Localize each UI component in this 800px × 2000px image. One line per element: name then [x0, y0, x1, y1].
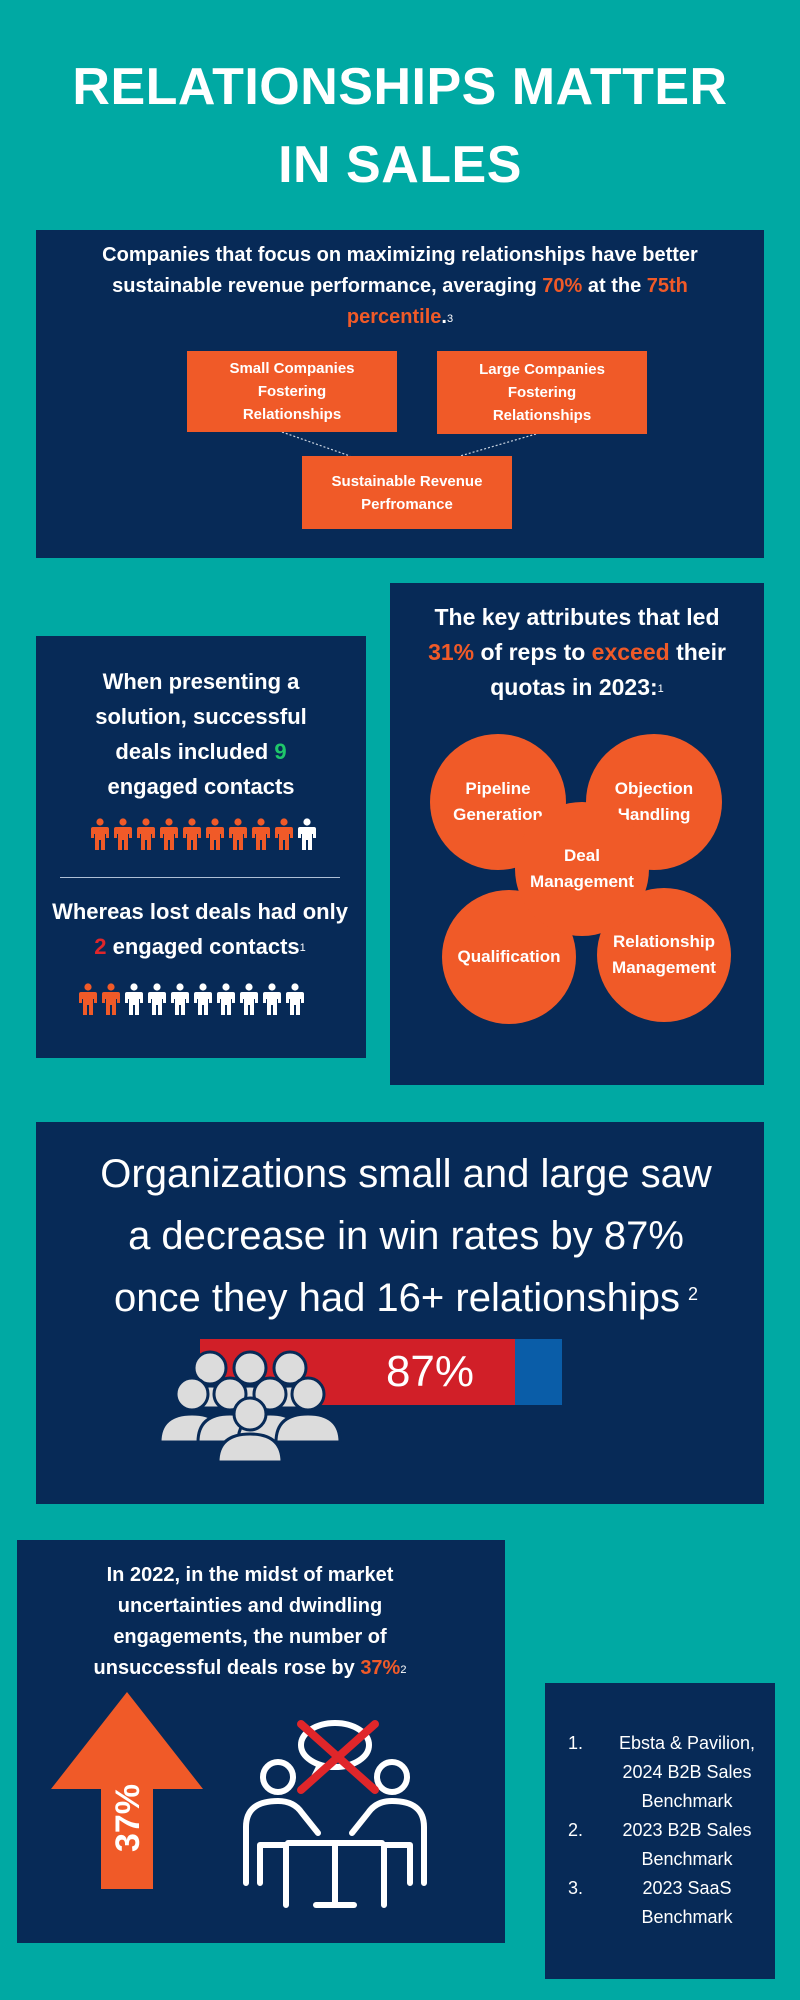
- relationships-text-mid: at the: [582, 275, 647, 297]
- highlight-exceed: exceed: [591, 639, 670, 665]
- reference-number: 2.: [568, 1820, 584, 1840]
- won-people-row: [90, 818, 330, 852]
- person-icon: [262, 983, 282, 1020]
- unsuccessful-deals-text: In 2022, in the midst of market uncertai…: [80, 1560, 420, 1684]
- key-attributes-text-1: The key attributes that led: [434, 604, 720, 630]
- lost-count: 2: [94, 934, 107, 959]
- footnote-2: 2: [687, 1284, 698, 1304]
- references-list: 1. Ebsta & Pavilion, 2024 B2B Sales Benc…: [568, 1729, 768, 1932]
- win-rates-line-3: once they had 16+ relationships 2: [56, 1267, 756, 1329]
- small-companies-box: Small Companies Fostering Relationships: [187, 351, 397, 432]
- objection-handling-label: Objection Handling: [614, 779, 694, 824]
- pipeline-generation-label: Pipeline Generation: [453, 779, 543, 824]
- panel2-divider: [60, 877, 340, 878]
- unsuccessful-deals-text-start: In 2022, in the midst of market uncertai…: [93, 1564, 394, 1679]
- won-deals-text: When presenting a solution, successful d…: [70, 664, 332, 804]
- title-line-1: RELATIONSHIPS MATTER: [72, 58, 728, 116]
- person-icon: [147, 983, 167, 1020]
- sustainable-revenue-box: Sustainable Revenue Perfromance: [302, 456, 512, 529]
- footnote-2b: 2: [400, 1664, 407, 1676]
- person-icon: [101, 983, 121, 1020]
- qualification-label: Qualification: [457, 947, 561, 966]
- key-attributes-text: The key attributes that led 31% of reps …: [415, 600, 739, 705]
- title-line-2: IN SALES: [278, 136, 522, 194]
- person-icon: [113, 818, 133, 855]
- highlight-31: 31%: [428, 639, 475, 665]
- lost-people-row: [78, 983, 318, 1017]
- person-icon: [228, 818, 248, 855]
- person-icon: [182, 818, 202, 855]
- person-icon: [193, 983, 213, 1020]
- connector-lines: [281, 431, 537, 457]
- reference-item: 3. 2023 SaaS Benchmark: [568, 1874, 768, 1932]
- references-panel: [545, 1683, 775, 1979]
- win-rate-bar-label: 87%: [385, 1347, 475, 1396]
- up-arrow-icon: [51, 1692, 203, 1889]
- highlight-70: 70%: [542, 275, 583, 297]
- person-icon: [136, 818, 156, 855]
- key-attributes-text-2: of reps to: [474, 639, 592, 665]
- lost-deals-text: Whereas lost deals had only 2 engaged co…: [50, 894, 350, 964]
- person-icon: [205, 818, 225, 855]
- page-title: RELATIONSHIPS MATTER IN SALES: [0, 48, 800, 204]
- group-icon: [158, 1350, 342, 1462]
- relationships-text: Companies that focus on maximizing relat…: [60, 240, 740, 333]
- win-rates-line-3-text: once they had 16+ relationships: [114, 1276, 680, 1320]
- footnote-1b: 1: [657, 683, 664, 695]
- reference-number: 1.: [568, 1733, 584, 1753]
- person-icon: [170, 983, 190, 1020]
- highlight-37: 37%: [360, 1657, 401, 1679]
- reference-item: 2. 2023 B2B Sales Benchmark: [568, 1816, 768, 1874]
- cross-icon: [297, 1720, 379, 1794]
- person-icon: [274, 818, 294, 855]
- footnote-1: 1: [299, 942, 306, 954]
- sustainable-revenue-label: Sustainable Revenue Perfromance: [331, 472, 483, 513]
- person-icon: [90, 818, 110, 855]
- large-companies-label: Large Companies Fostering Relationships: [479, 361, 605, 424]
- key-attributes-text-3: their quotas in 2023:: [490, 639, 726, 700]
- win-rates-panel: [36, 1122, 764, 1504]
- person-icon: [159, 818, 179, 855]
- relationships-text-end: .: [441, 306, 447, 328]
- person-icon: [251, 818, 271, 855]
- deal-management-circle: Deal Management: [515, 802, 649, 936]
- win-rates-line-1: Organizations small and large saw: [100, 1152, 712, 1196]
- reference-text: Ebsta & Pavilion, 2024 B2B Sales Benchma…: [618, 1733, 756, 1811]
- person-icon: [285, 983, 305, 1020]
- person-icon: [239, 983, 259, 1020]
- person-icon: [78, 983, 98, 1020]
- lost-deals-text-start: Whereas lost deals had only: [52, 899, 348, 924]
- person-icon: [216, 983, 236, 1020]
- reference-text: 2023 B2B Sales Benchmark: [622, 1820, 752, 1869]
- small-companies-label: Small Companies Fostering Relationships: [229, 360, 355, 423]
- lost-deals-text-end: engaged contacts: [106, 934, 300, 959]
- reference-text: 2023 SaaS Benchmark: [641, 1878, 733, 1927]
- won-deals-text-start: When presenting a solution, successful d…: [95, 669, 307, 764]
- relationships-text-start: Companies that focus on maximizing relat…: [102, 244, 698, 297]
- won-deals-text-end: engaged contacts: [107, 774, 295, 799]
- person-icon: [124, 983, 144, 1020]
- up-arrow-label: 37%: [109, 1783, 147, 1853]
- person-icon: [297, 818, 317, 855]
- meeting-table-icon: [243, 1720, 427, 1908]
- reference-number: 3.: [568, 1878, 584, 1898]
- deal-management-label: Deal Management: [530, 846, 634, 891]
- win-rates-text: Organizations small and large saw a decr…: [56, 1143, 756, 1329]
- large-companies-box: Large Companies Fostering Relationships: [437, 351, 647, 434]
- won-count: 9: [274, 739, 287, 764]
- footnote-3: 3: [446, 313, 454, 325]
- relationship-management-label: Relationship Management: [612, 932, 716, 977]
- highlight-75th: 75th percentile: [346, 275, 688, 328]
- reference-item: 1. Ebsta & Pavilion, 2024 B2B Sales Benc…: [568, 1729, 768, 1816]
- win-rates-line-2: a decrease in win rates by 87%: [128, 1214, 684, 1258]
